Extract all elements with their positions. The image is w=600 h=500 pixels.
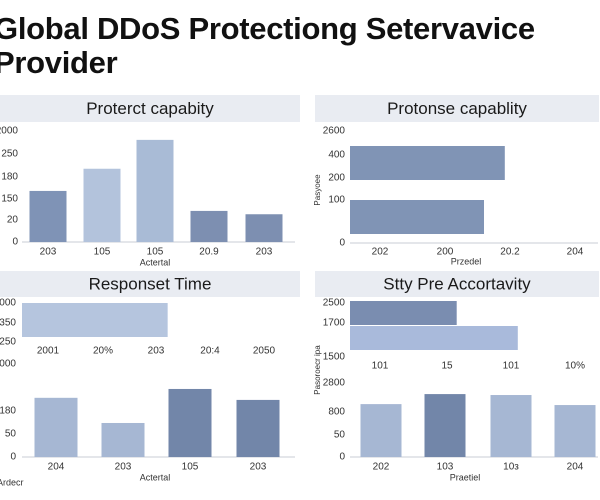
page-title: Global DDoS Protectiong Setervavice Prov… (0, 11, 535, 80)
x-tick-label: 203 (148, 346, 165, 357)
y-tick-label: 1250 (0, 337, 16, 348)
y-tick-label: 0 (339, 238, 345, 249)
bar (350, 301, 457, 325)
x-tick-label: 105 (147, 247, 164, 258)
bar (360, 404, 402, 457)
y-tick-label: 0 (339, 452, 345, 463)
y-tick-label: 2800 (323, 378, 346, 389)
bar (236, 399, 280, 457)
y-tick-label: 2000 (0, 298, 16, 309)
y-tick-label: 1700 (323, 318, 346, 329)
x-tick-label: 203 (40, 247, 57, 258)
bar (350, 200, 484, 234)
bar (424, 394, 466, 457)
x-tick-label: 101 (503, 361, 520, 372)
x-tick-label: 10% (565, 361, 585, 372)
x-tick-label: 204 (567, 247, 584, 258)
x-tick-label: 101 (372, 361, 389, 372)
panel-header-band (315, 95, 599, 122)
y-tick-label: 2000 (0, 126, 18, 137)
panel-header: Stty Pre Accortavity (383, 274, 531, 293)
x-tick-label: 204 (48, 462, 65, 473)
x-tick-label: 20% (93, 346, 113, 357)
bar (350, 146, 505, 180)
x-tick-label: 204 (567, 462, 584, 473)
bar (101, 422, 145, 457)
bar (350, 326, 518, 350)
y-tick-label: 400 (328, 150, 345, 161)
bar (490, 395, 532, 457)
panel-header-band (315, 271, 599, 297)
y-tick-label: 150 (1, 194, 18, 205)
x-tick-label: 203 (256, 247, 273, 258)
x-axis-title: Przedel (451, 256, 482, 266)
bar (29, 190, 67, 242)
panel-header: Responset Time (89, 274, 212, 293)
x-tick-label: 105 (182, 462, 199, 473)
bar (245, 214, 283, 242)
y-axis-title: Pasoroecr ipa (313, 345, 322, 395)
x-tick-label: 15 (441, 361, 453, 372)
x-tick-label: 203 (250, 462, 267, 473)
bar (22, 303, 168, 337)
bar (83, 168, 121, 242)
panel-header-band (0, 271, 300, 297)
x-tick-label: 202 (372, 247, 389, 258)
y-tick-label: 1500 (323, 352, 346, 363)
y-tick-label: 180 (1, 172, 18, 183)
y-tick-label: 50 (334, 430, 346, 441)
bar (136, 139, 174, 242)
y-tick-label: 250 (1, 149, 18, 160)
y-tick-label: 2600 (323, 126, 346, 137)
bar (168, 388, 212, 457)
panel-header: Proterct capabity (86, 99, 214, 118)
x-axis-title: Praetiel (450, 472, 481, 482)
y-tick-label: 50 (5, 429, 17, 440)
x-axis-title: Actertal (140, 472, 171, 482)
x-tick-label: 10з (503, 462, 519, 473)
y-tick-label: 100 (328, 195, 345, 206)
bar (34, 397, 78, 457)
x-tick-label: 20.2 (500, 247, 520, 258)
y-axis-title: Pasyoee (313, 174, 322, 206)
bar (554, 405, 596, 457)
y-tick-label: 180 (0, 406, 16, 417)
x-tick-label: 103 (437, 462, 454, 473)
panel-header-band (0, 95, 300, 122)
y-tick-label: 0 (10, 452, 16, 463)
x-axis-title: Actertal (140, 257, 171, 267)
x-tick-label: 2001 (37, 346, 60, 357)
x-tick-label: 20:4 (200, 346, 220, 357)
x-tick-label: 20.9 (199, 247, 219, 258)
x-tick-label: 203 (115, 462, 132, 473)
y-axis-title: Ardecr (0, 477, 24, 487)
y-tick-label: 2500 (323, 298, 346, 309)
bar (190, 210, 228, 242)
x-tick-label: 105 (94, 247, 111, 258)
x-tick-label: 2050 (253, 346, 276, 357)
y-tick-label: 1350 (0, 318, 16, 329)
y-tick-label: 20 (7, 215, 19, 226)
x-tick-label: 202 (373, 462, 390, 473)
x-tick-label: 200 (437, 247, 454, 258)
y-tick-label: 800 (328, 407, 345, 418)
panel-header: Protonse capablity (387, 99, 527, 118)
y-tick-label: 200 (328, 173, 345, 184)
y-tick-label: 0 (12, 237, 18, 248)
